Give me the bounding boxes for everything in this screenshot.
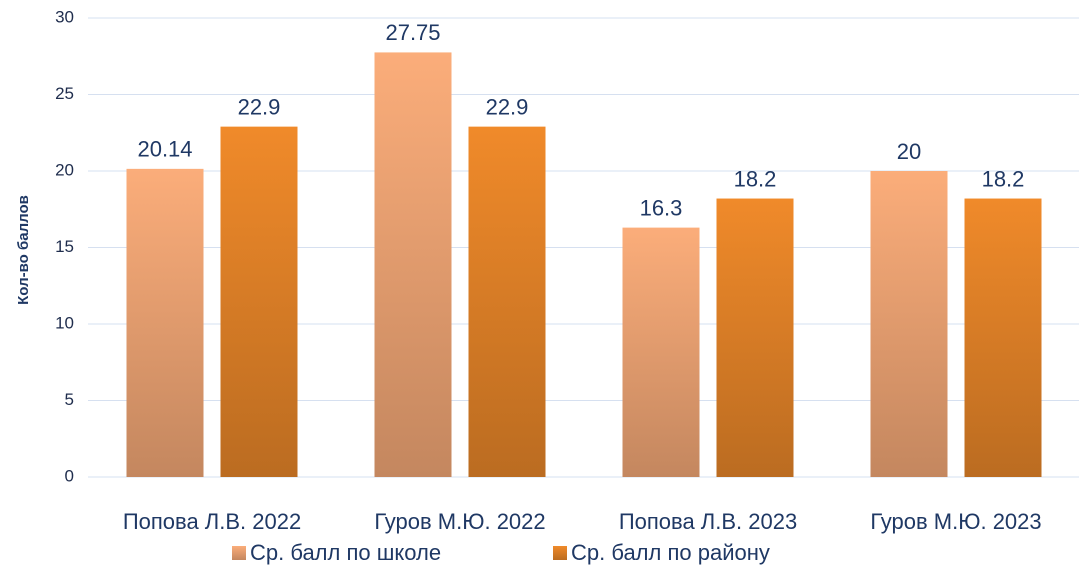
data-label: 20 — [897, 139, 921, 164]
y-tick-label: 20 — [55, 160, 74, 179]
bar — [374, 52, 452, 478]
data-label: 18.2 — [982, 166, 1025, 191]
data-label: 20.14 — [137, 137, 192, 162]
legend-item: Ср. балл по школе — [232, 540, 441, 566]
x-tick-label: Гуров М.Ю. 2023 — [870, 509, 1042, 534]
legend-swatch — [232, 546, 246, 560]
legend-swatch — [553, 546, 567, 560]
legend-label: Ср. балл по району — [571, 540, 770, 565]
data-label: 22.9 — [486, 94, 529, 119]
y-axis-title: Кол-во баллов — [15, 195, 32, 305]
y-tick-label: 30 — [55, 7, 74, 26]
y-tick-label: 25 — [55, 84, 74, 103]
bar — [964, 198, 1042, 478]
y-tick-label: 15 — [55, 237, 74, 256]
data-label: 18.2 — [734, 166, 777, 191]
data-label: 27.75 — [385, 20, 440, 45]
data-label: 16.3 — [640, 195, 683, 220]
legend-item: Ср. балл по району — [553, 540, 770, 566]
bar — [220, 126, 298, 477]
bar — [716, 198, 794, 478]
y-tick-label: 5 — [65, 390, 74, 409]
y-tick-label: 10 — [55, 313, 74, 332]
data-label: 22.9 — [238, 94, 281, 119]
x-tick-label: Попова Л.В. 2022 — [122, 509, 302, 534]
legend-label: Ср. балл по школе — [250, 540, 442, 565]
bar — [622, 227, 700, 477]
bar — [468, 126, 546, 477]
bar — [126, 168, 204, 477]
x-tick-label: Гуров М.Ю. 2022 — [374, 509, 546, 534]
y-tick-label: 0 — [65, 466, 74, 485]
x-tick-label: Попова Л.В. 2023 — [618, 509, 798, 534]
bar — [870, 171, 948, 477]
